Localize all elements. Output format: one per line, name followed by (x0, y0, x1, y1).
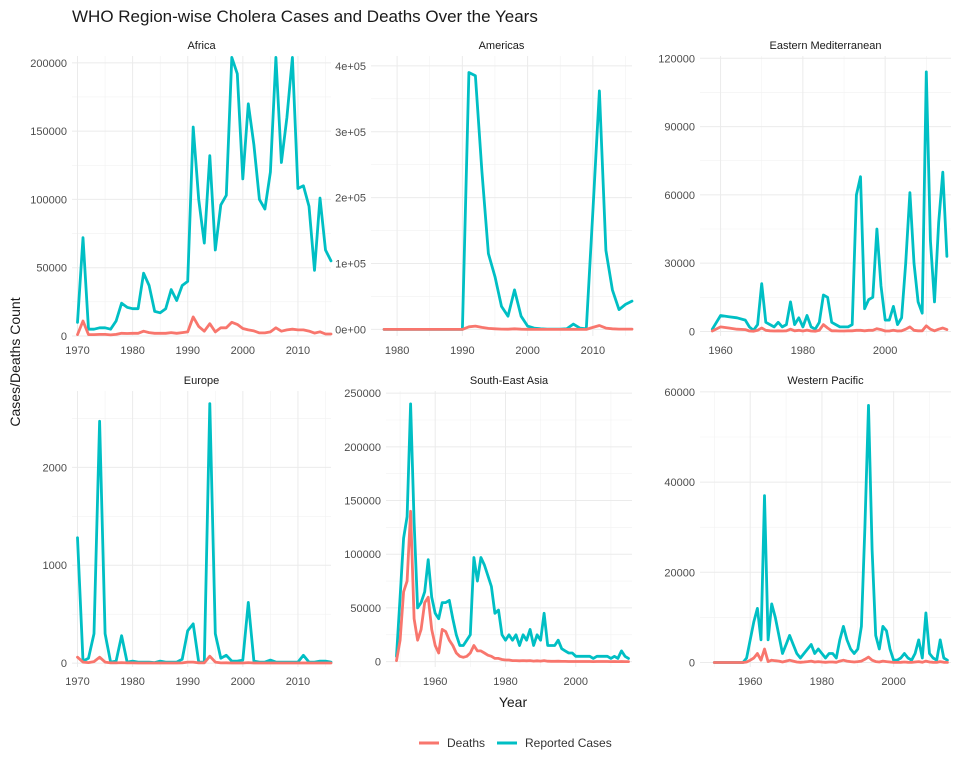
series-line-deaths-americas (382, 324, 634, 331)
panel-americas: Americas 0e+00 1e+05 2e+05 3e+05 4e+05 1980 199… (335, 40, 634, 357)
x-tick-label: 1970 (65, 676, 89, 688)
x-tick-label: 1980 (385, 345, 409, 357)
y-tick-label: 60000 (664, 387, 695, 399)
y-tick-label: 3e+05 (335, 127, 366, 139)
y-tick-label: 250000 (344, 388, 381, 400)
x-tick-label: 1980 (791, 345, 815, 357)
y-tick-label: 50000 (350, 603, 381, 615)
x-tick-label: 1980 (120, 676, 144, 688)
y-tick-label: 0e+00 (335, 324, 366, 336)
x-tick-label: 2000 (515, 345, 539, 357)
panel-europe: Europe 0 1000 2000 1970 1980 1990 2000 2010 (43, 375, 333, 688)
y-tick-label: 90000 (664, 122, 695, 134)
y-tick-label: 100000 (30, 194, 67, 206)
series-line-reported-cases-eastern-mediterranean (710, 70, 949, 332)
facet-label-africa: Africa (187, 40, 216, 52)
y-tick-label: 0 (375, 657, 381, 669)
x-axis-label: Year (499, 694, 528, 710)
x-tick-label: 1980 (120, 345, 144, 357)
facet-label-western-pacific: Western Pacific (787, 375, 864, 387)
series-line-reported-cases-south-east-asia (395, 402, 630, 660)
series-line-deaths-western-pacific (712, 647, 949, 664)
x-tick-label: 1960 (423, 676, 447, 688)
x-tick-label: 1990 (175, 676, 199, 688)
x-tick-label: 1980 (493, 676, 517, 688)
y-tick-label: 1000 (43, 560, 67, 572)
x-tick-label: 1960 (708, 345, 732, 357)
y-tick-label: 4e+05 (335, 61, 366, 73)
legend-label-deaths: Deaths (447, 736, 485, 750)
y-tick-label: 150000 (344, 496, 381, 508)
legend-label-reported-cases: Reported Cases (525, 736, 612, 750)
x-tick-label: 1990 (450, 345, 474, 357)
x-tick-label: 1990 (175, 345, 199, 357)
panel-eastern-mediterranean: Eastern Mediterranean 0 30000 60000 90000 120… (658, 40, 951, 357)
y-tick-label: 60000 (664, 190, 695, 202)
x-tick-label: 1960 (738, 676, 762, 688)
x-tick-label: 2000 (881, 676, 905, 688)
series-line-deaths-south-east-asia (395, 509, 630, 663)
y-tick-label: 2e+05 (335, 193, 366, 205)
x-tick-label: 2000 (873, 345, 897, 357)
x-tick-label: 2010 (286, 345, 310, 357)
series-line-reported-cases-africa (76, 56, 333, 331)
y-axis-label: Cases/Deaths Count (7, 297, 23, 426)
y-tick-label: 120000 (658, 53, 695, 65)
x-tick-label: 2000 (231, 676, 255, 688)
x-tick-label: 1970 (65, 345, 89, 357)
series-line-reported-cases-americas (382, 71, 634, 331)
series-line-deaths-africa (76, 315, 333, 337)
x-tick-label: 1980 (810, 676, 834, 688)
y-tick-label: 0 (61, 331, 67, 343)
y-tick-label: 0 (61, 658, 67, 670)
y-tick-label: 1e+05 (335, 259, 366, 271)
chart-title: WHO Region-wise Cholera Cases and Deaths… (72, 7, 538, 26)
series-line-reported-cases-western-pacific (712, 403, 949, 664)
y-tick-label: 200000 (344, 442, 381, 454)
x-tick-label: 2000 (564, 676, 588, 688)
facet-label-eastern-mediterranean: Eastern Mediterranean (770, 40, 882, 52)
x-tick-label: 2000 (231, 345, 255, 357)
panel-africa: Africa 0 50000 100000 150000 200000 1970 1980 19… (30, 40, 333, 357)
series-line-deaths-eastern-mediterranean (710, 323, 949, 333)
x-tick-label: 2010 (286, 676, 310, 688)
y-tick-label: 2000 (43, 462, 67, 474)
series-line-deaths-europe (76, 654, 333, 665)
y-tick-label: 150000 (30, 126, 67, 138)
y-tick-label: 40000 (664, 477, 695, 489)
y-tick-label: 50000 (36, 263, 67, 275)
facet-label-europe: Europe (184, 375, 219, 387)
y-tick-label: 0 (689, 657, 695, 669)
facet-label-south-east-asia: South-East Asia (470, 375, 549, 387)
y-tick-label: 0 (689, 326, 695, 338)
legend: Deaths Reported Cases (419, 736, 612, 750)
series-line-reported-cases-europe (76, 402, 333, 664)
y-tick-label: 100000 (344, 549, 381, 561)
x-tick-label: 2010 (581, 345, 605, 357)
panel-western-pacific: Western Pacific 0 20000 40000 60000 1960 1980 2… (664, 375, 951, 688)
y-tick-label: 20000 (664, 567, 695, 579)
panel-south-east-asia: South-East Asia 0 50000 100000 150000 200000 2… (344, 375, 632, 688)
y-tick-label: 30000 (664, 258, 695, 270)
facet-label-americas: Americas (479, 40, 525, 52)
y-tick-label: 200000 (30, 58, 67, 70)
